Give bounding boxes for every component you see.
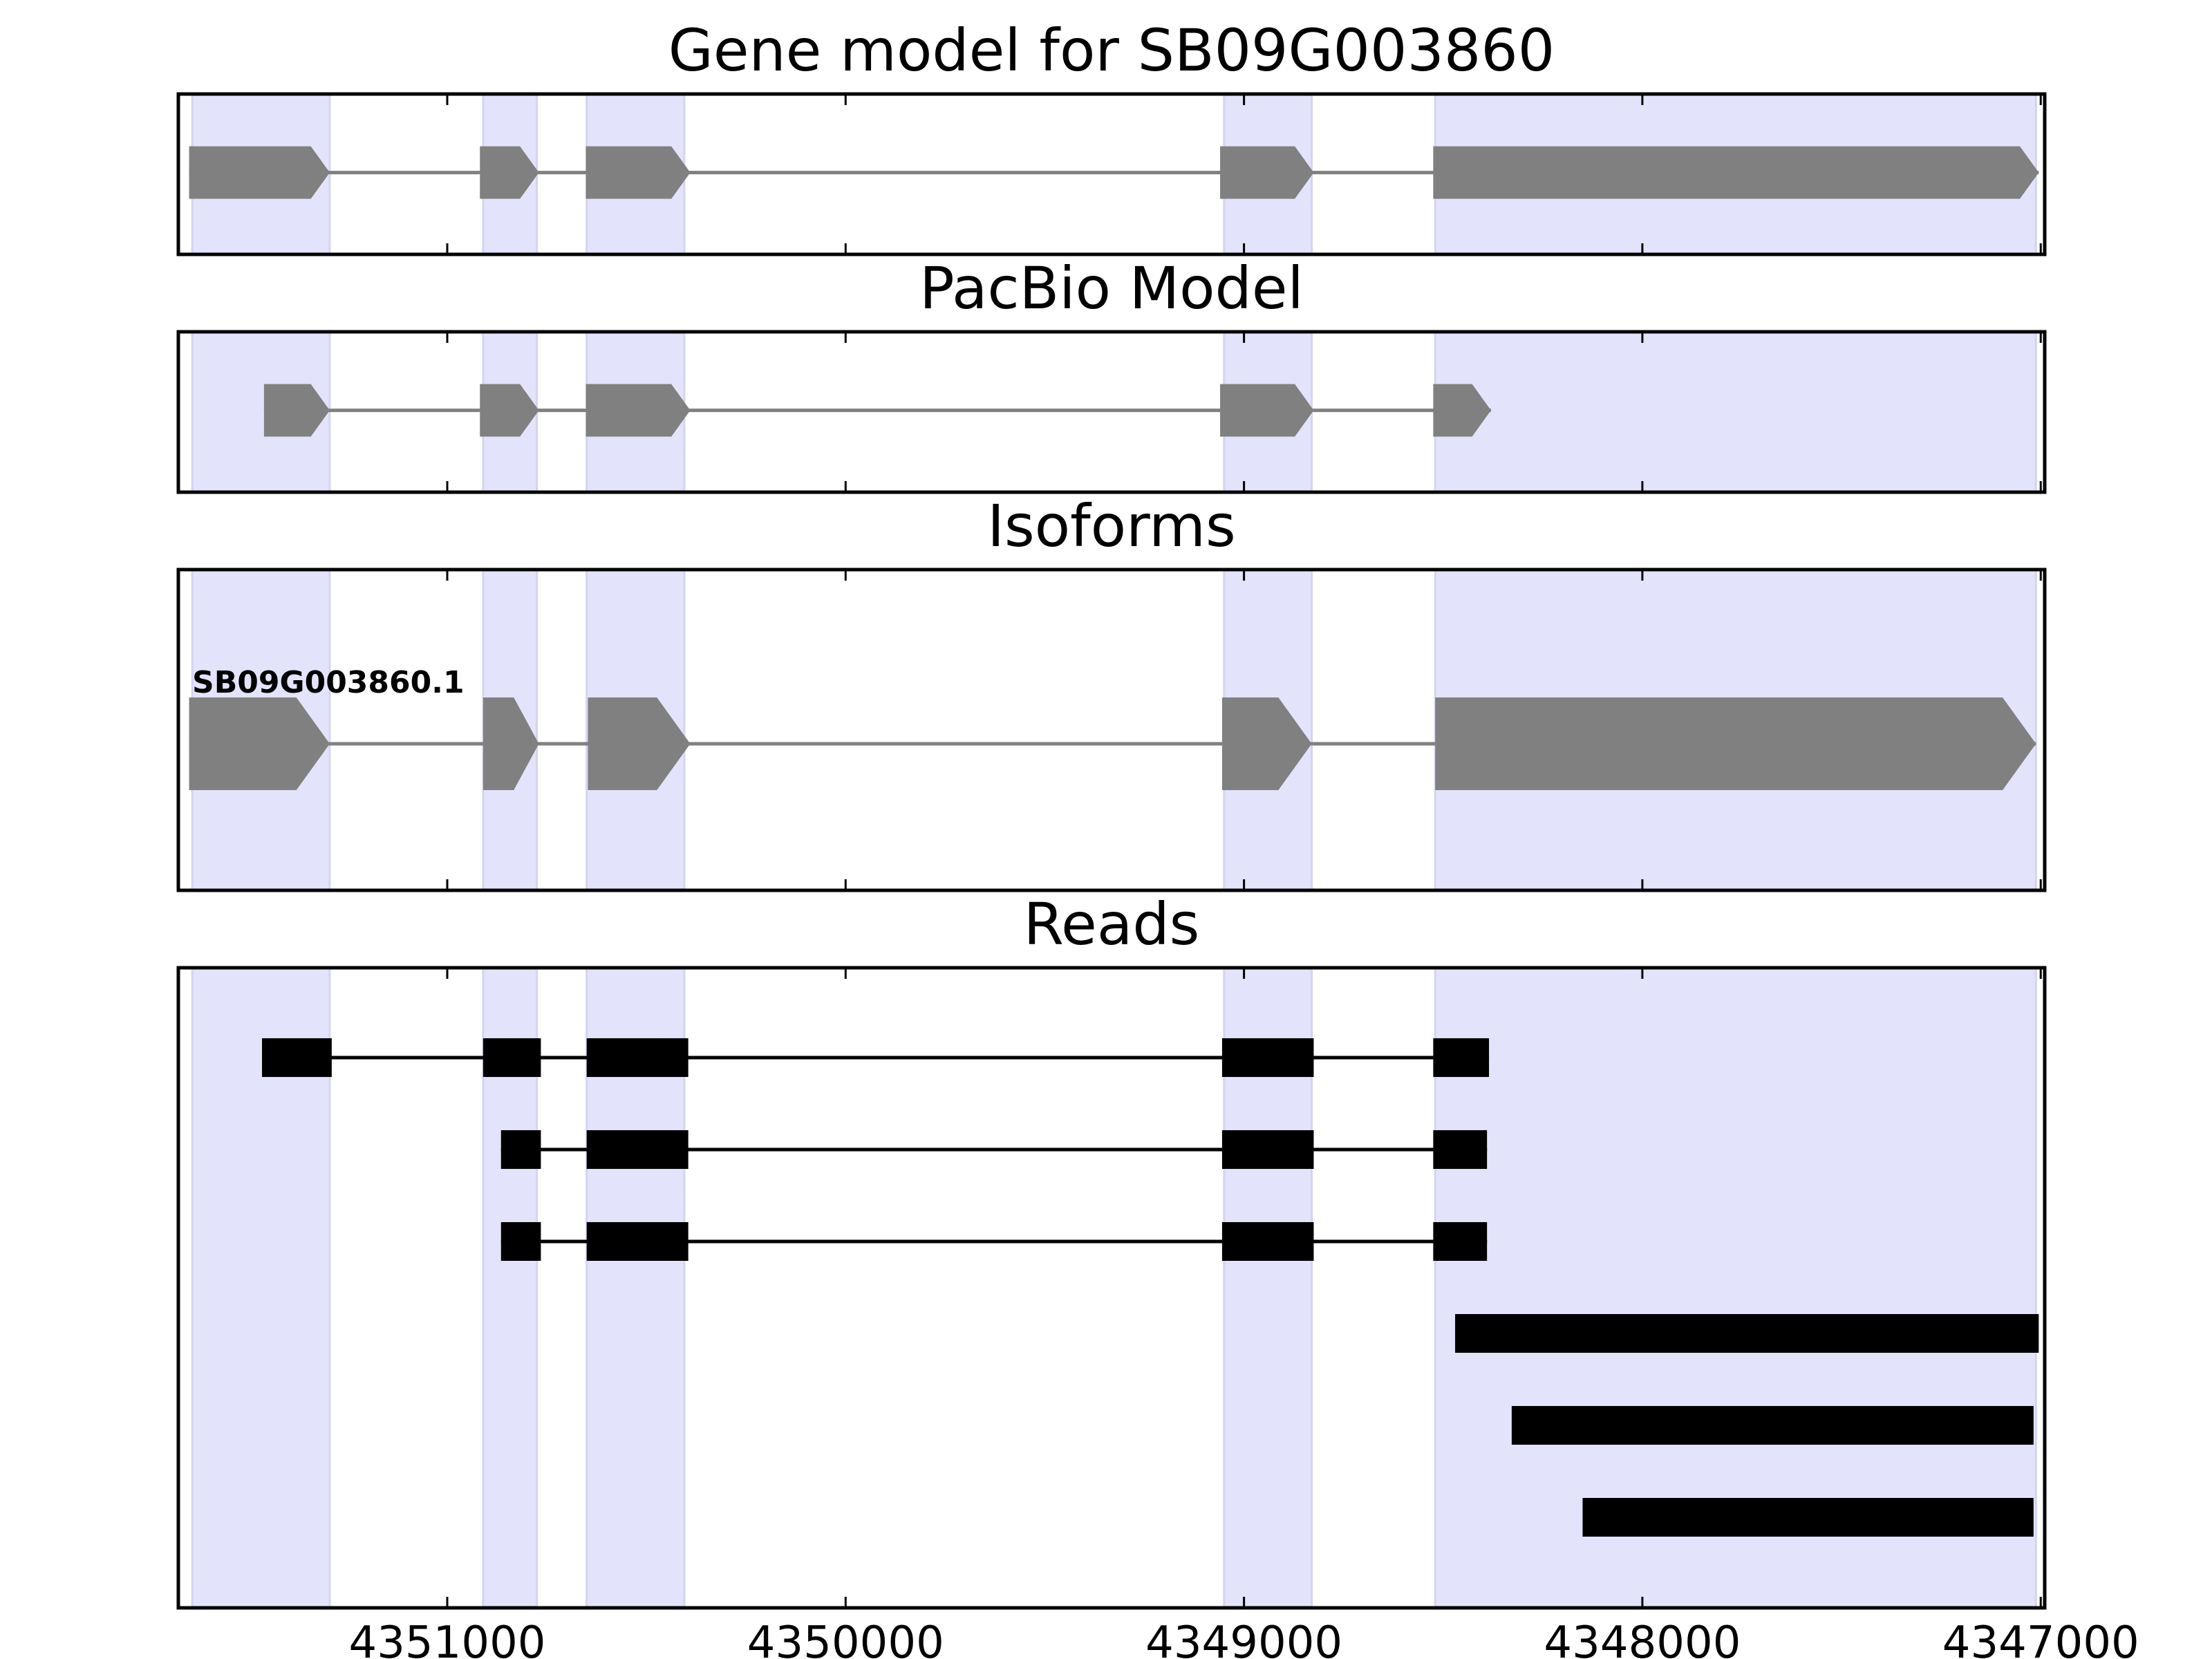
x-tick-label: 4349000 [1145,1618,1342,1659]
read-block [482,1038,541,1077]
read-block [500,1130,541,1169]
exon-arrow [480,384,539,437]
read-block [262,1038,332,1077]
exon-arrow [1220,146,1314,199]
read-block [1433,1130,1488,1169]
panel-title: Reads [1024,890,1200,958]
isoform-exon-arrow [1221,697,1312,790]
read-block [1221,1222,1314,1261]
read-block [586,1038,688,1077]
read-block [1433,1038,1490,1077]
isoform-label: SB09G003860.1 [192,665,465,700]
panel-frame [176,966,2047,1610]
read-block [1433,1222,1488,1261]
exon-arrow [585,146,691,199]
read-block [1582,1498,2034,1537]
exon-arrow [1220,384,1314,437]
panel-title: Isoforms [987,492,1236,560]
exon-highlight-band [1434,330,2037,494]
x-tick-label: 4351000 [348,1618,545,1659]
isoform-exon-arrow [482,697,539,790]
panel-frame [176,92,2047,256]
exon-arrow [1433,146,2039,199]
read-block [586,1130,688,1169]
exon-arrow [585,384,691,437]
panel-frame [176,330,2047,494]
isoform-exon-arrow [1435,697,2036,790]
read-block [586,1222,688,1261]
read-block [500,1222,541,1261]
panel-title: Gene model for SB09G003860 [668,17,1555,84]
x-tick-label: 4347000 [1942,1618,2139,1659]
read-block [1455,1314,2039,1353]
read-block [1221,1130,1314,1169]
isoform-exon-arrow [588,697,691,790]
x-tick-label: 4350000 [747,1618,944,1659]
exon-arrow [189,146,330,199]
panel-title: PacBio Model [919,254,1304,322]
x-tick-label: 4348000 [1544,1618,1741,1659]
exon-arrow [480,146,539,199]
exon-arrow [1433,384,1491,437]
exon-arrow [263,384,330,437]
read-block [1511,1406,2034,1445]
read-block [1221,1038,1314,1077]
isoform-exon-arrow [189,697,330,790]
panel-frame [176,568,2047,892]
